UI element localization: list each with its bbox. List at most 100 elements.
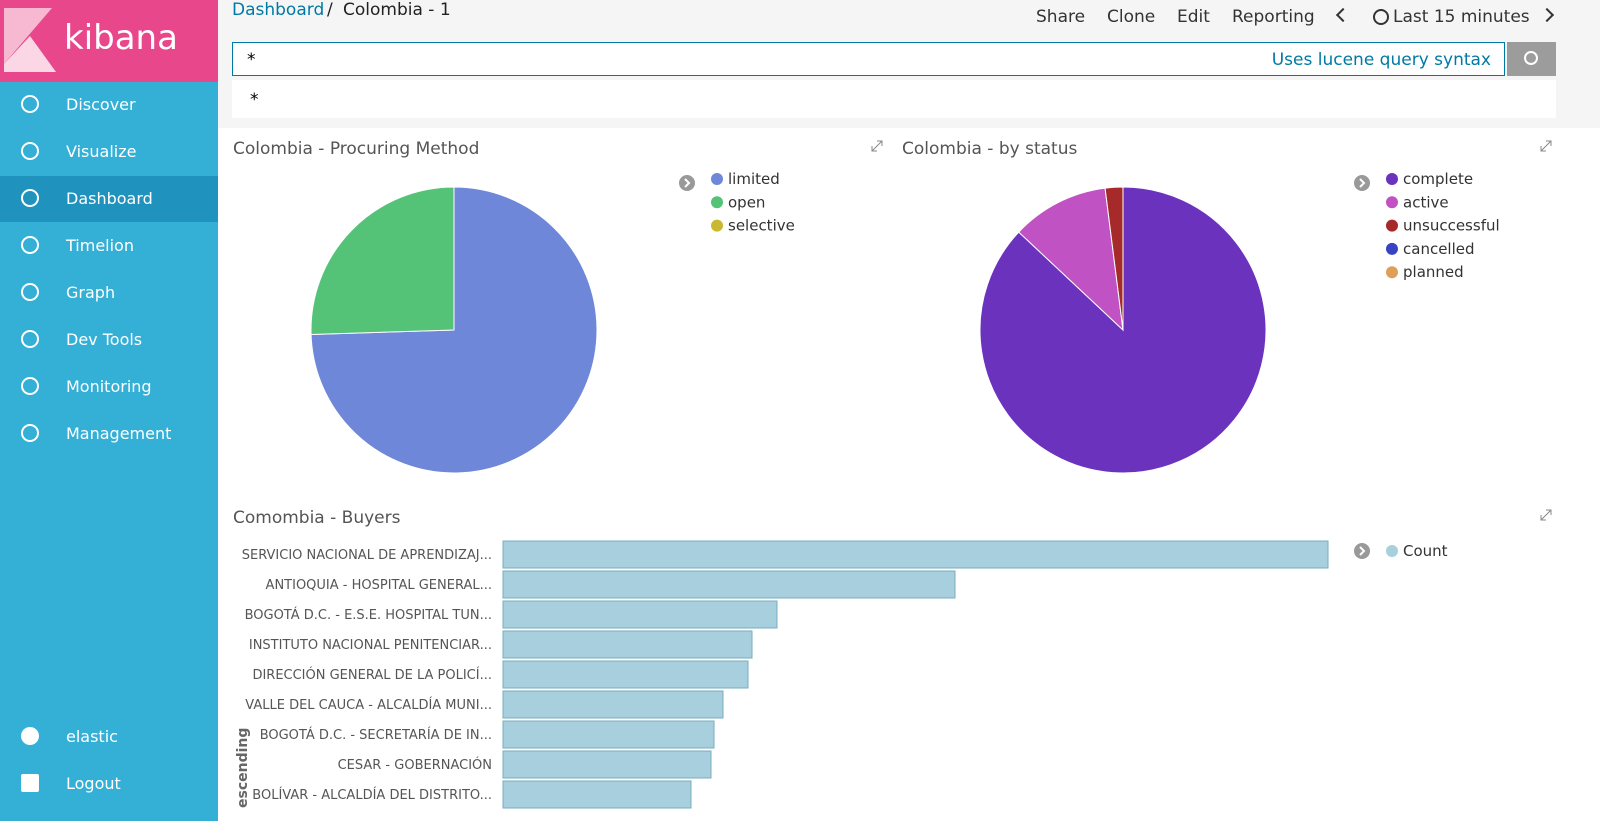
legend-entry[interactable]: selective: [711, 217, 795, 235]
legend-toggle[interactable]: [679, 175, 695, 191]
expand-icon[interactable]: [871, 140, 883, 152]
legend-entry[interactable]: unsuccessful: [1386, 217, 1500, 235]
y-tick-label: DIRECCIÓN GENERAL DE LA POLICÍ...: [252, 667, 492, 683]
legend-toggle[interactable]: [1354, 175, 1370, 191]
nav-icon: [21, 283, 39, 301]
legend-swatch: [1386, 545, 1398, 557]
nav-icon: [21, 95, 39, 113]
suggestion-text: *: [250, 90, 259, 110]
legend-swatch: [1386, 173, 1398, 185]
nav-icon: [21, 774, 39, 792]
pie-slice[interactable]: [979, 186, 1267, 474]
nav-icon: [21, 727, 39, 745]
legend-swatch: [1386, 219, 1398, 232]
legend-label: selective: [728, 217, 795, 235]
nav-item[interactable]: Discover: [0, 82, 218, 128]
pie-slice[interactable]: [1018, 187, 1124, 332]
legend-label: Count: [1403, 542, 1448, 560]
legend-entry[interactable]: planned: [1386, 263, 1464, 281]
nav-item[interactable]: Visualize: [0, 129, 218, 175]
bar[interactable]: [502, 780, 692, 809]
query-value: *: [247, 50, 256, 70]
bar[interactable]: [502, 540, 1329, 569]
nav-icon: [21, 330, 39, 348]
clock-icon: [1373, 9, 1389, 25]
nav-label: Timelion: [66, 236, 134, 255]
nav-item[interactable]: Graph: [0, 270, 218, 316]
nav-item[interactable]: Management: [0, 411, 218, 457]
legend-entry[interactable]: complete: [1386, 170, 1473, 188]
y-axis-label: escending: [235, 728, 251, 808]
expand-icon[interactable]: [1540, 140, 1552, 152]
nav-item[interactable]: Logout: [0, 761, 218, 807]
bar[interactable]: [502, 630, 753, 659]
breadcrumb[interactable]: Dashboard: [232, 0, 325, 20]
nav-label: Graph: [66, 283, 116, 302]
nav-label: Discover: [66, 95, 136, 114]
bar[interactable]: [502, 570, 956, 599]
pie-slice[interactable]: [310, 186, 455, 336]
nav-item[interactable]: Monitoring: [0, 364, 218, 410]
nav-icon: [21, 377, 39, 395]
legend-swatch: [711, 219, 723, 232]
bar[interactable]: [502, 750, 712, 779]
legend-label: planned: [1403, 263, 1464, 281]
menu-item[interactable]: Clone: [1107, 7, 1156, 27]
query-suggestion[interactable]: *: [232, 80, 1556, 118]
query-hint[interactable]: Uses lucene query syntax: [1271, 50, 1491, 70]
legend-entry[interactable]: cancelled: [1386, 240, 1475, 258]
y-tick-label: ANTIOQUIA - HOSPITAL GENERAL...: [266, 578, 492, 593]
legend-toggle-arrow: [1359, 546, 1366, 556]
brand: kibana: [64, 18, 178, 58]
legend-label: active: [1403, 193, 1449, 211]
legend-entry[interactable]: limited: [711, 170, 780, 188]
nav-item[interactable]: Dashboard: [0, 176, 218, 222]
nav-icon: [21, 142, 39, 160]
menu-item[interactable]: Edit: [1177, 7, 1210, 27]
panel-title: Colombia - Procuring Method: [233, 139, 479, 159]
panel-title: Comombia - Buyers: [233, 508, 401, 528]
pie-slice[interactable]: [1104, 186, 1124, 331]
prev-arrow[interactable]: [1335, 7, 1351, 23]
bar[interactable]: [502, 720, 715, 749]
legend-entry[interactable]: active: [1386, 193, 1449, 211]
y-tick-label: BOGOTÁ D.C. - E.S.E. HOSPITAL TUN...: [245, 607, 492, 623]
y-tick-label: CESAR - GOBERNACIÓN: [338, 757, 492, 773]
query-input[interactable]: * Uses lucene query syntax: [232, 42, 1505, 76]
legend-entry[interactable]: Count: [1386, 542, 1448, 560]
legend-swatch: [1386, 242, 1398, 255]
search-icon: [1524, 51, 1538, 65]
dashboard: Colombia - Procuring Method limited open se…: [218, 128, 1600, 821]
search-button[interactable]: [1507, 42, 1556, 76]
legend-label: cancelled: [1403, 240, 1475, 258]
expand-icon[interactable]: [1540, 509, 1552, 521]
menu-item[interactable]: Reporting: [1232, 7, 1315, 27]
legend-label: limited: [728, 170, 780, 188]
legend-toggle[interactable]: [1354, 543, 1370, 559]
y-tick-label: SERVICIO NACIONAL DE APRENDIZAJ...: [242, 548, 492, 563]
next-arrow[interactable]: [1539, 7, 1555, 23]
nav-icon: [21, 424, 39, 442]
legend-swatch: [711, 196, 723, 209]
nav-label: Dashboard: [66, 189, 153, 208]
bar[interactable]: [502, 660, 749, 689]
legend-swatch: [1386, 196, 1398, 209]
legend-label: open: [728, 193, 765, 211]
nav-icon: [21, 189, 39, 207]
menu-item[interactable]: Share: [1036, 7, 1086, 27]
nav-item[interactable]: Dev Tools: [0, 317, 218, 363]
nav-label: Monitoring: [66, 377, 152, 396]
legend-swatch: [1386, 266, 1398, 279]
y-tick-label: BOLÍVAR - ALCALDÍA DEL DISTRITO...: [252, 787, 492, 803]
nav-label: Logout: [66, 774, 121, 793]
nav-label: Dev Tools: [66, 330, 143, 349]
time-picker[interactable]: Last 15 minutes: [1393, 7, 1530, 27]
nav-item[interactable]: Timelion: [0, 223, 218, 269]
nav-item[interactable]: elastic: [0, 714, 218, 760]
breadcrumb: /: [327, 0, 333, 20]
bar[interactable]: [502, 690, 724, 719]
legend-entry[interactable]: open: [711, 193, 765, 211]
legend-label: complete: [1403, 170, 1473, 188]
bar[interactable]: [502, 600, 778, 629]
logo[interactable]: kibana: [0, 0, 218, 82]
